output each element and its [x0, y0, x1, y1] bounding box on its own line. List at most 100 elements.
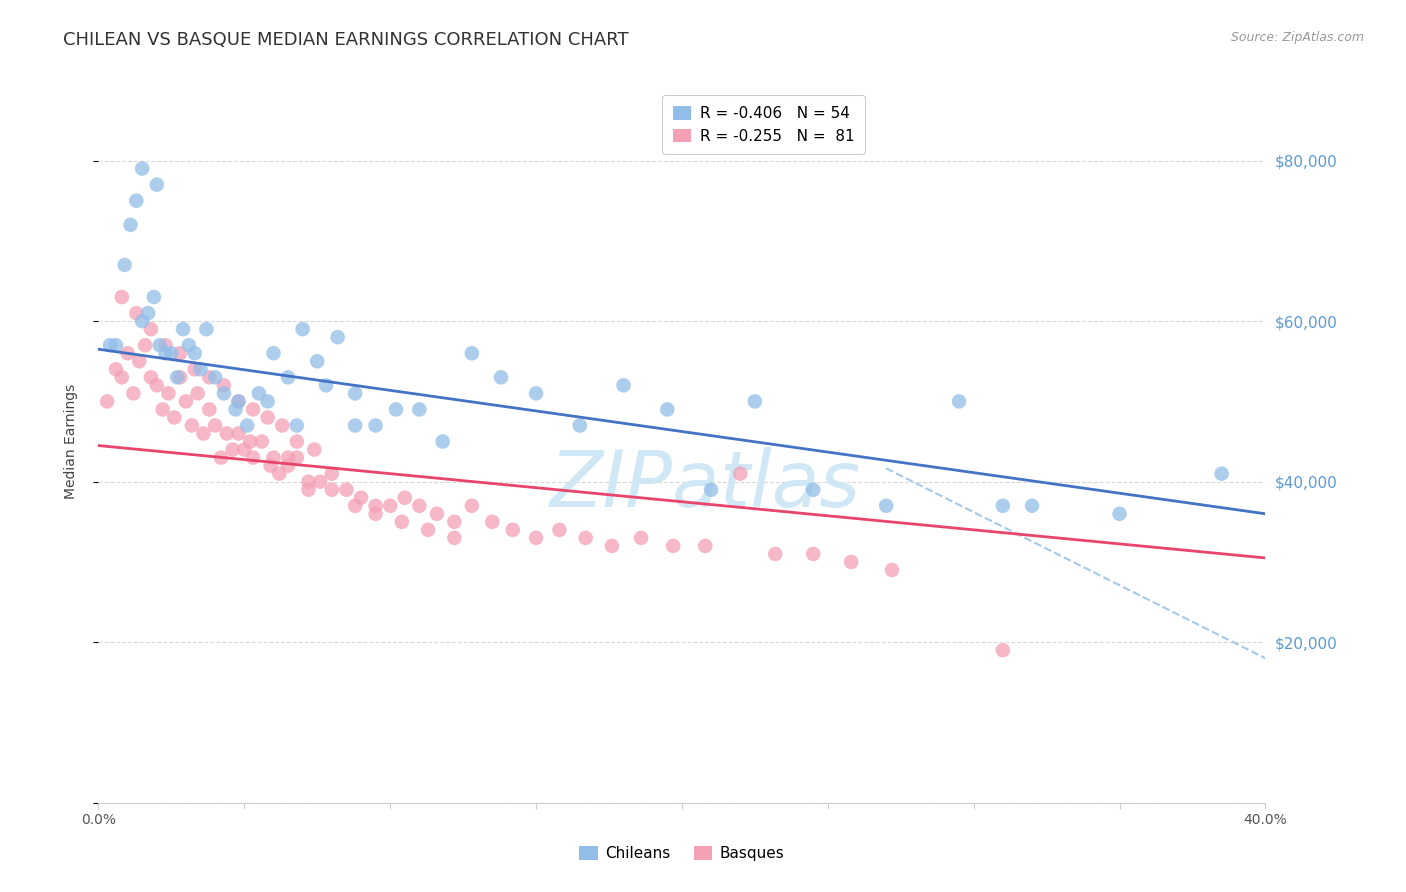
Point [120, 218, 142, 232]
Point [180, 418, 202, 433]
Point [344, 386, 367, 401]
Point [408, 499, 430, 513]
Point [228, 426, 250, 441]
Point [262, 346, 284, 360]
Point [1021, 499, 1043, 513]
Point [391, 515, 413, 529]
Point [326, 330, 349, 344]
Y-axis label: Median Earnings: Median Earnings [63, 384, 77, 500]
Point [575, 531, 598, 545]
Point [169, 370, 191, 384]
Point [763, 547, 786, 561]
Point [364, 507, 387, 521]
Point [139, 322, 162, 336]
Point [193, 426, 215, 441]
Point [443, 531, 465, 545]
Point [104, 338, 127, 352]
Point [730, 467, 752, 481]
Point [600, 539, 623, 553]
Point [880, 563, 903, 577]
Point [285, 450, 308, 465]
Point [662, 539, 685, 553]
Point [350, 491, 373, 505]
Point [291, 322, 314, 336]
Point [174, 394, 197, 409]
Point [155, 338, 177, 352]
Point [96, 394, 118, 409]
Point [315, 378, 337, 392]
Point [146, 178, 169, 192]
Point [146, 378, 169, 392]
Point [344, 418, 367, 433]
Point [177, 338, 200, 352]
Point [801, 483, 824, 497]
Point [117, 346, 139, 360]
Point [285, 418, 308, 433]
Point [269, 467, 291, 481]
Point [548, 523, 571, 537]
Point [461, 499, 484, 513]
Point [136, 306, 159, 320]
Point [695, 539, 717, 553]
Point [236, 418, 259, 433]
Point [163, 410, 186, 425]
Point [408, 402, 430, 417]
Point [98, 338, 121, 352]
Text: CHILEAN VS BASQUE MEDIAN EARNINGS CORRELATION CHART: CHILEAN VS BASQUE MEDIAN EARNINGS CORREL… [63, 31, 628, 49]
Point [271, 418, 294, 433]
Point [297, 475, 319, 489]
Point [183, 346, 205, 360]
Point [700, 483, 723, 497]
Point [443, 515, 465, 529]
Point [247, 386, 270, 401]
Point [242, 450, 264, 465]
Point [225, 402, 247, 417]
Point [195, 322, 218, 336]
Point [198, 370, 221, 384]
Point [801, 547, 824, 561]
Point [209, 450, 232, 465]
Point [432, 434, 454, 449]
Point [277, 458, 299, 473]
Point [1211, 467, 1233, 481]
Point [612, 378, 634, 392]
Point [221, 442, 243, 457]
Point [297, 483, 319, 497]
Point [149, 338, 172, 352]
Text: ZIPatlas: ZIPatlas [550, 447, 860, 523]
Point [114, 258, 136, 272]
Point [122, 386, 145, 401]
Point [489, 370, 512, 384]
Point [321, 467, 343, 481]
Point [568, 418, 591, 433]
Point [256, 394, 278, 409]
Point [364, 418, 387, 433]
Point [183, 362, 205, 376]
Point [461, 346, 484, 360]
Legend: Chileans, Basques: Chileans, Basques [574, 840, 790, 867]
Point [364, 499, 387, 513]
Point [104, 362, 127, 376]
Point [991, 499, 1014, 513]
Point [215, 426, 238, 441]
Point [839, 555, 862, 569]
Text: Source: ZipAtlas.com: Source: ZipAtlas.com [1230, 31, 1364, 45]
Point [335, 483, 357, 497]
Point [630, 531, 652, 545]
Point [152, 402, 174, 417]
Point [285, 434, 308, 449]
Point [157, 386, 180, 401]
Point [228, 394, 250, 409]
Point [256, 410, 278, 425]
Point [139, 370, 162, 384]
Point [239, 434, 262, 449]
Point [228, 394, 250, 409]
Point [948, 394, 970, 409]
Point [142, 290, 165, 304]
Point [125, 306, 148, 320]
Point [307, 354, 329, 368]
Point [212, 378, 235, 392]
Point [204, 418, 226, 433]
Point [166, 370, 188, 384]
Point [502, 523, 524, 537]
